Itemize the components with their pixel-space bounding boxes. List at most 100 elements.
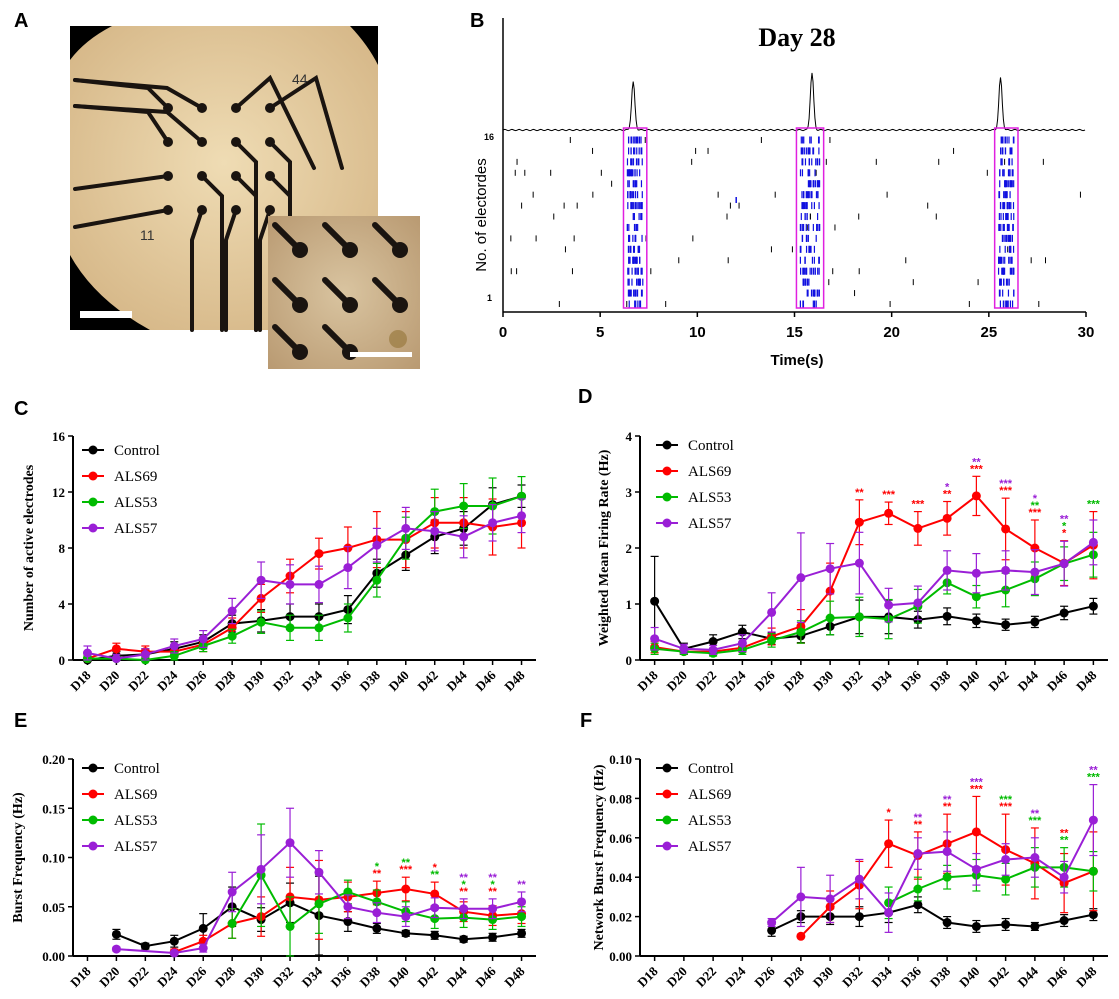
data-point [169, 651, 179, 661]
data-point [1059, 916, 1069, 926]
x-tick-label: D26 [751, 963, 778, 990]
electrode-pad [163, 137, 173, 147]
data-point [913, 615, 923, 625]
legend-marker [88, 471, 98, 481]
x-tick-label: D42 [985, 964, 1011, 990]
x-tick-label: D38 [357, 667, 384, 694]
electrode-trace [73, 78, 170, 110]
data-point [517, 491, 527, 501]
data-point [430, 903, 440, 913]
y-tick-label: 0.00 [609, 949, 632, 964]
data-point [198, 640, 208, 650]
data-point [314, 612, 324, 622]
electrode-trace [73, 104, 170, 144]
data-point [488, 501, 498, 511]
significance-mark: * [886, 807, 891, 819]
data-point [169, 936, 179, 946]
y-tick-label: 2 [626, 541, 633, 556]
data-point [343, 613, 353, 623]
data-point [1088, 540, 1098, 550]
legend-label: ALS57 [114, 839, 158, 855]
electrode-pad [197, 205, 207, 215]
y-tick-label: 8 [59, 541, 66, 556]
data-point [1030, 862, 1040, 872]
data-point [430, 507, 440, 517]
data-point [1059, 862, 1069, 872]
data-point [1030, 921, 1040, 931]
data-point [1059, 559, 1069, 569]
data-point [169, 948, 179, 958]
data-point [737, 645, 747, 655]
significance-mark: * [490, 879, 495, 891]
data-point [140, 655, 150, 665]
data-point [227, 631, 237, 641]
electrode-pad [231, 103, 241, 113]
significance-mark: ** [488, 886, 497, 898]
data-point [343, 892, 353, 902]
data-point [913, 598, 923, 608]
series-line [654, 494, 1094, 653]
data-point [430, 930, 440, 940]
x-tick-label: D42 [985, 668, 1011, 694]
significance-mark: ** [1031, 500, 1040, 512]
y-tick-label: 0.08 [609, 791, 632, 806]
data-point [650, 644, 660, 654]
data-point [679, 644, 689, 654]
x-tick-label: D24 [722, 667, 749, 694]
significance-mark: ** [972, 456, 981, 468]
data-point [737, 643, 747, 653]
significance-mark: ** [430, 869, 439, 881]
data-point [111, 944, 121, 954]
electrode-label-44: 44 [292, 71, 308, 87]
data-point [708, 637, 718, 647]
data-point [459, 934, 469, 944]
series-line [231, 873, 522, 929]
significance-mark: *** [999, 485, 1013, 497]
x-tick-label: D26 [183, 667, 210, 694]
significance-mark: *** [911, 499, 925, 511]
data-point [1001, 874, 1011, 884]
x-tick-label: D40 [956, 668, 982, 694]
x-tick-label: D32 [270, 964, 296, 990]
data-point [971, 616, 981, 626]
data-point [767, 607, 777, 617]
x-tick-label: D18 [67, 667, 94, 694]
series-line [87, 514, 522, 660]
data-point [1030, 574, 1040, 584]
data-point [459, 501, 469, 511]
inset-trace [272, 324, 303, 355]
data-point [1059, 558, 1069, 568]
panel-label-a: A [14, 10, 29, 32]
data-point [285, 921, 295, 931]
data-point [459, 523, 469, 533]
data-point [111, 929, 121, 939]
inset-electrode-pad [292, 242, 308, 258]
data-point [854, 558, 864, 568]
significance-mark: * [375, 861, 380, 873]
data-point [140, 941, 150, 951]
legend-label: Control [114, 761, 160, 777]
x-tick-label: D30 [241, 964, 267, 990]
data-point [884, 839, 894, 849]
data-point [343, 887, 353, 897]
series-line [116, 841, 522, 955]
x-tick-label: D34 [299, 667, 326, 694]
data-point [913, 884, 923, 894]
data-point [285, 838, 295, 848]
data-point [227, 606, 237, 616]
legend-label: ALS53 [688, 490, 731, 506]
x-tick-label: D24 [722, 963, 749, 990]
data-point [488, 500, 498, 510]
data-point [488, 518, 498, 528]
legend-label: ALS57 [114, 521, 158, 537]
legend-label: ALS69 [688, 787, 731, 803]
data-point [884, 898, 894, 908]
electrode-pad [265, 205, 275, 215]
series-line [771, 903, 1094, 932]
inset-electrode-pad [292, 344, 308, 360]
legend-marker [88, 763, 98, 773]
data-point [679, 647, 689, 657]
raster-y-label: No. of electordes [473, 158, 490, 271]
data-point [140, 649, 150, 659]
